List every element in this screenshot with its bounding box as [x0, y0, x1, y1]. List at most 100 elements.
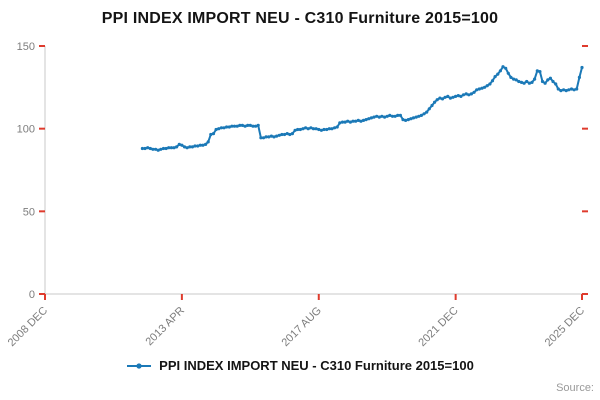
data-point	[490, 79, 495, 83]
data-point	[475, 88, 479, 92]
data-point	[454, 94, 458, 98]
data-point	[204, 142, 208, 146]
y-tick-label: 50	[23, 206, 35, 218]
data-point	[164, 146, 168, 151]
data-point	[380, 114, 384, 118]
data-point	[388, 113, 392, 117]
data-point	[430, 103, 434, 108]
data-point	[180, 143, 184, 147]
data-point	[240, 123, 244, 127]
data-point	[417, 114, 421, 118]
data-point	[509, 75, 513, 79]
data-point	[333, 126, 337, 130]
data-point	[159, 147, 163, 151]
data-point	[401, 118, 405, 122]
data-point	[414, 115, 418, 119]
data-point	[172, 146, 176, 150]
data-point	[304, 126, 308, 130]
data-point	[467, 93, 471, 97]
data-point	[343, 120, 347, 124]
data-point	[456, 94, 460, 98]
data-point	[548, 76, 553, 80]
data-point	[361, 118, 366, 122]
data-point	[219, 126, 223, 130]
data-point	[383, 115, 387, 119]
data-point	[325, 127, 329, 132]
data-point	[259, 136, 263, 140]
data-point	[277, 133, 281, 137]
data-point	[472, 90, 476, 94]
data-point	[575, 87, 579, 91]
data-point	[222, 126, 226, 130]
data-point	[185, 146, 189, 150]
legend-label: PPI INDEX IMPORT NEU - C310 Furniture 20…	[159, 358, 474, 373]
data-point	[480, 86, 484, 90]
x-tick-label: 2025 DEC	[543, 305, 587, 349]
data-point	[377, 115, 381, 119]
data-point	[483, 85, 487, 89]
data-point	[196, 144, 200, 148]
data-point	[148, 146, 152, 151]
data-point	[409, 117, 413, 121]
data-point	[261, 136, 266, 140]
data-point	[217, 127, 221, 131]
y-tick-label: 0	[29, 289, 35, 301]
data-point	[385, 114, 389, 118]
data-point	[282, 132, 287, 137]
data-point	[317, 127, 321, 132]
data-point	[177, 142, 181, 146]
data-point	[398, 113, 402, 117]
data-point	[406, 118, 410, 122]
data-point	[280, 132, 284, 137]
data-point	[140, 146, 144, 151]
data-point	[551, 79, 555, 84]
data-point	[440, 97, 445, 101]
data-point	[451, 95, 455, 99]
data-point	[404, 118, 408, 122]
data-point	[554, 82, 558, 86]
data-point	[211, 132, 216, 136]
data-point	[256, 123, 260, 127]
series-ppi-import-furniture[interactable]	[140, 65, 584, 152]
data-point	[411, 116, 416, 120]
data-point	[154, 147, 158, 151]
data-point	[559, 89, 563, 93]
data-point	[564, 89, 568, 93]
data-point	[533, 77, 537, 81]
data-point	[435, 98, 439, 102]
data-point	[504, 66, 508, 70]
data-point	[227, 125, 231, 129]
data-point	[433, 100, 437, 104]
data-point	[546, 78, 550, 82]
legend-item[interactable]: PPI INDEX IMPORT NEU - C310 Furniture 20…	[0, 358, 600, 373]
data-point	[319, 128, 323, 132]
data-point	[335, 125, 339, 129]
data-point	[161, 146, 166, 151]
data-point	[322, 127, 326, 132]
data-point	[438, 96, 442, 100]
data-point	[298, 127, 302, 132]
data-point	[275, 134, 279, 138]
data-point	[517, 79, 521, 84]
data-point	[188, 145, 192, 149]
data-point	[201, 143, 205, 147]
data-point	[346, 119, 350, 123]
data-point	[225, 125, 229, 129]
data-point	[562, 88, 566, 92]
data-point	[151, 147, 155, 151]
data-point	[522, 81, 526, 85]
data-point	[254, 124, 258, 128]
data-point	[498, 69, 502, 73]
data-point	[156, 148, 160, 152]
data-point	[330, 127, 334, 131]
data-point	[501, 65, 505, 69]
data-point	[396, 113, 400, 117]
data-point	[427, 107, 431, 111]
data-point	[175, 145, 179, 149]
line-chart[interactable]: 0 50 100 150 2008 DEC 2013 APR 2017 AUG 2021 DE…	[0, 32, 600, 354]
data-point	[488, 82, 492, 86]
data-point	[232, 124, 237, 128]
data-point	[448, 96, 452, 100]
data-point	[340, 120, 345, 124]
